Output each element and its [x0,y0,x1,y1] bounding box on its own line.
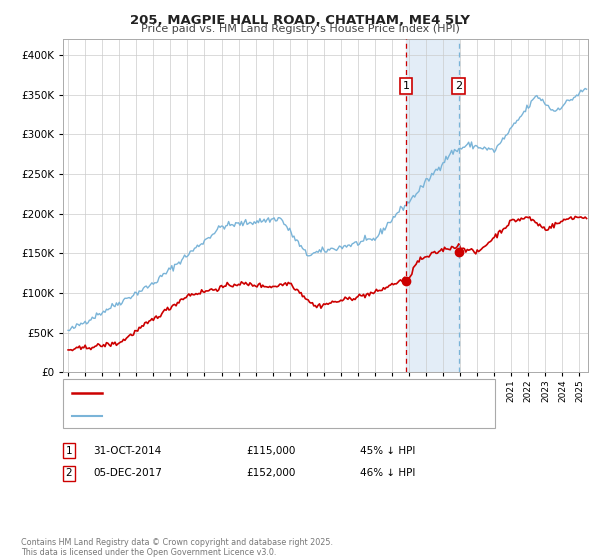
Text: Contains HM Land Registry data © Crown copyright and database right 2025.
This d: Contains HM Land Registry data © Crown c… [21,538,333,557]
Text: 2: 2 [65,468,73,478]
Text: 2: 2 [455,81,463,91]
Text: HPI: Average price, semi-detached house, Medway: HPI: Average price, semi-detached house,… [108,411,356,421]
Text: 05-DEC-2017: 05-DEC-2017 [93,468,162,478]
Text: 1: 1 [403,81,410,91]
Text: 1: 1 [65,446,73,456]
Text: 205, MAGPIE HALL ROAD, CHATHAM, ME4 5LY: 205, MAGPIE HALL ROAD, CHATHAM, ME4 5LY [130,14,470,27]
Text: £152,000: £152,000 [246,468,295,478]
Text: 31-OCT-2014: 31-OCT-2014 [93,446,161,456]
Text: 45% ↓ HPI: 45% ↓ HPI [360,446,415,456]
Text: 46% ↓ HPI: 46% ↓ HPI [360,468,415,478]
Bar [406,39,459,372]
Text: Price paid vs. HM Land Registry's House Price Index (HPI): Price paid vs. HM Land Registry's House … [140,24,460,34]
Text: 205, MAGPIE HALL ROAD, CHATHAM, ME4 5LY (semi-detached house): 205, MAGPIE HALL ROAD, CHATHAM, ME4 5LY … [108,388,448,398]
Text: £115,000: £115,000 [246,446,295,456]
